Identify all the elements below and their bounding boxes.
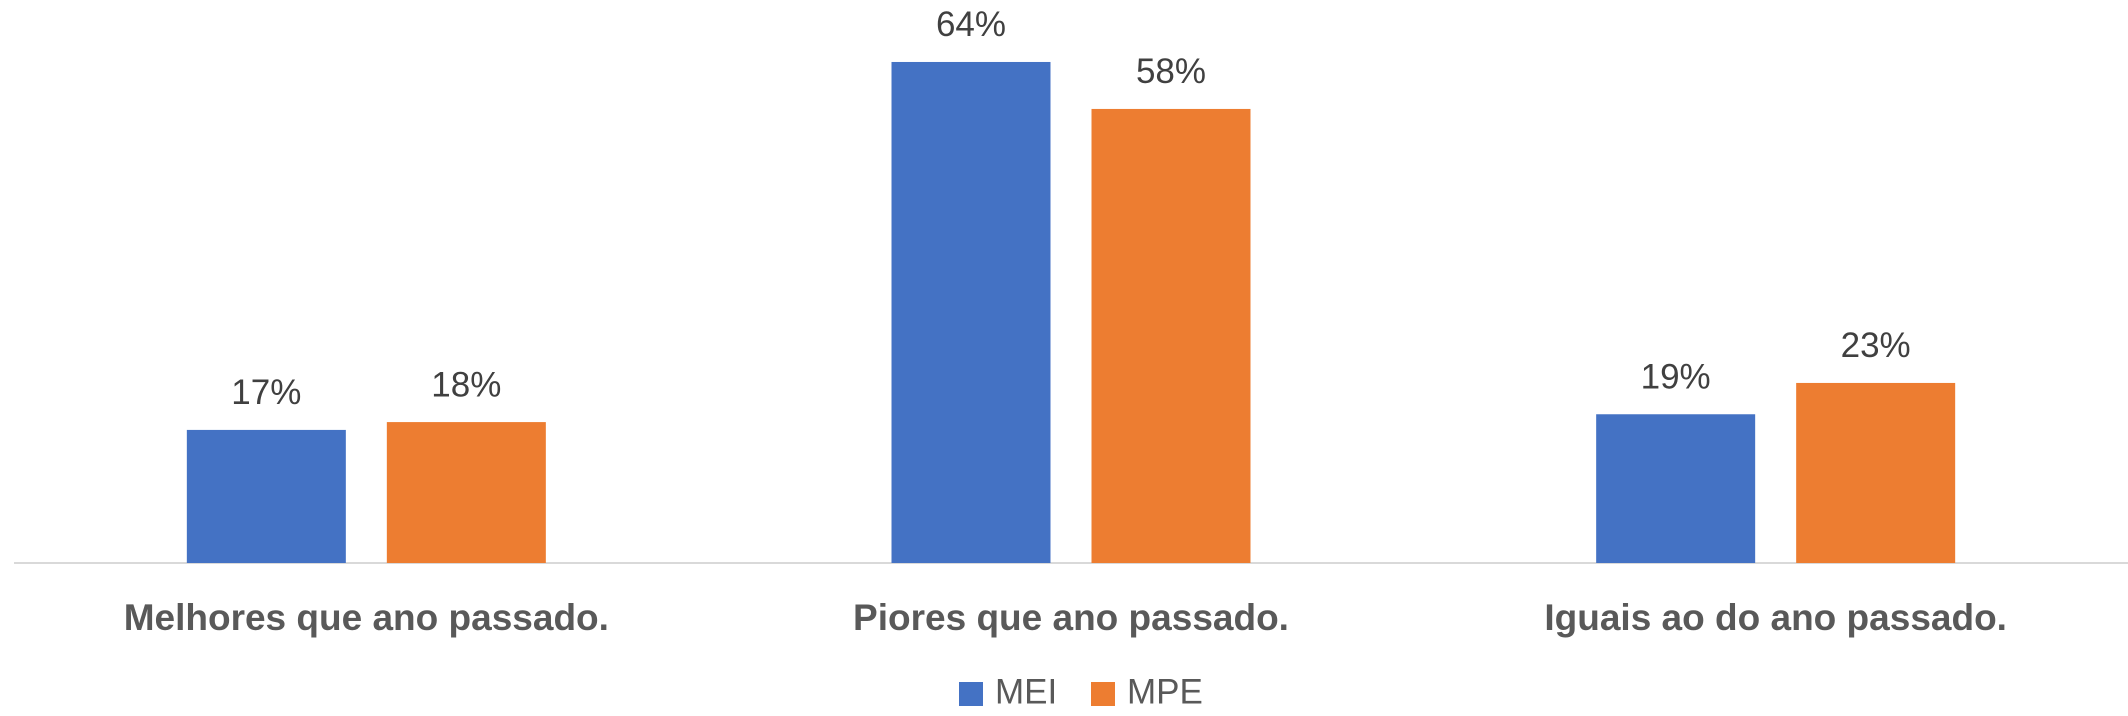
bar [386,422,546,563]
data-label: 23% [1841,326,1911,365]
legend-swatch [959,682,983,706]
bar [1091,108,1251,563]
bar [891,61,1051,563]
x-tick-label: Piores que ano passado. [853,597,1289,638]
data-label: 17% [231,373,301,412]
bar [1596,414,1756,563]
bar [186,429,346,563]
data-label: 18% [431,365,501,404]
data-label: 58% [1136,52,1206,91]
legend-label: MEI [995,672,1057,711]
x-tick-label: Melhores que ano passado. [124,597,609,638]
legend-swatch [1091,682,1115,706]
data-label: 19% [1641,358,1711,397]
bar [1796,382,1956,563]
x-tick-label: Iguais ao do ano passado. [1544,597,2007,638]
data-label: 64% [936,5,1006,44]
legend-label: MPE [1127,672,1203,711]
